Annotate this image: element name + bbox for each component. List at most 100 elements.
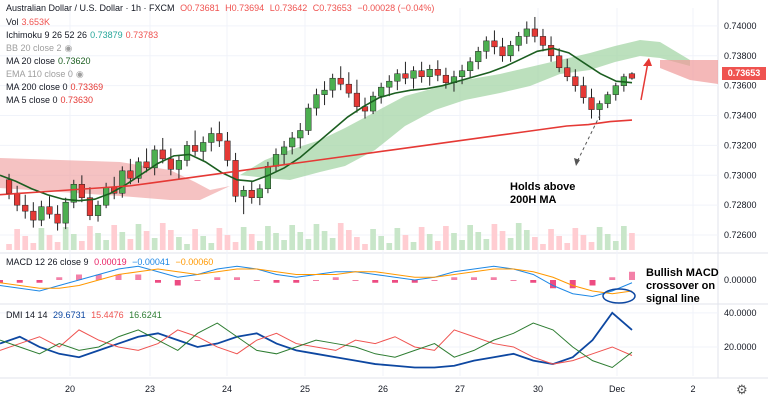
volume-bar bbox=[370, 229, 376, 250]
volume-bar bbox=[540, 244, 546, 250]
candle-body bbox=[321, 89, 328, 95]
indicator-row[interactable]: Vol 3.653K bbox=[6, 17, 53, 28]
indicator-row[interactable]: Ichimoku 9 26 52 26 0.73879 0.73783 bbox=[6, 30, 161, 41]
candle-body bbox=[426, 68, 433, 77]
indicator-value: 0.73620 bbox=[58, 56, 91, 66]
volume-bar bbox=[168, 230, 174, 250]
candle-body bbox=[353, 92, 360, 107]
indicator-row[interactable]: MA 5 close 0 0.73630 bbox=[6, 95, 96, 106]
candle-body bbox=[127, 170, 134, 179]
candle-body bbox=[442, 74, 449, 83]
ohlc-close: C0.73653 bbox=[312, 3, 352, 13]
dashed-arrow bbox=[575, 114, 601, 165]
volume-bar bbox=[580, 235, 587, 250]
candle-body bbox=[580, 85, 587, 98]
candle-body bbox=[491, 40, 498, 48]
volume-bar bbox=[297, 232, 304, 250]
candle-body bbox=[588, 97, 595, 110]
indicator-label: MA 20 close bbox=[6, 56, 56, 66]
volume-bar bbox=[329, 238, 336, 250]
candle-body bbox=[281, 146, 288, 155]
candle-body bbox=[86, 197, 94, 216]
candle-body bbox=[70, 184, 77, 203]
volume-bar bbox=[248, 234, 255, 250]
ichimoku-cloud-bearish bbox=[0, 158, 230, 200]
candle-body bbox=[78, 184, 85, 198]
macd-histogram-bar bbox=[36, 280, 43, 283]
volume-bar bbox=[386, 243, 393, 250]
macd-hist-value: −0.00060 bbox=[175, 257, 214, 267]
candle-body bbox=[167, 158, 174, 170]
macd-histogram-bar bbox=[569, 280, 576, 289]
volume-bar bbox=[451, 233, 457, 250]
eye-hidden-icon[interactable]: ◉ bbox=[64, 43, 73, 53]
macd-annotation: Bullish MACD crossover on signal line bbox=[646, 267, 719, 305]
volume-bar bbox=[273, 233, 279, 250]
price-tick-label: 0.73000 bbox=[724, 170, 757, 180]
macd-histogram-bar bbox=[0, 280, 3, 283]
volume-bar bbox=[135, 224, 142, 250]
volume-bar bbox=[475, 232, 482, 250]
candle-body bbox=[604, 94, 611, 104]
indicator-value: 0.73630 bbox=[60, 95, 94, 105]
volume-bar bbox=[564, 243, 571, 250]
time-tick-label: 30 bbox=[533, 384, 543, 394]
volume-bar bbox=[62, 227, 69, 250]
macd-histogram-bar bbox=[115, 274, 122, 280]
candle-body bbox=[523, 28, 530, 37]
indicator-row[interactable]: MA 200 close 0 0.73369 bbox=[6, 82, 106, 93]
volume-bar bbox=[410, 242, 417, 250]
candle-body bbox=[264, 166, 271, 190]
red-arrow bbox=[640, 61, 649, 101]
price-tick-label: 0.73200 bbox=[724, 140, 757, 150]
volume-bar bbox=[532, 237, 538, 250]
macd-histogram-bar bbox=[253, 280, 260, 281]
indicator-label: Ichimoku 9 26 52 26 bbox=[6, 30, 88, 40]
indicator-row[interactable]: BB 20 close 2 ◉ bbox=[6, 43, 75, 54]
eye-hidden-icon[interactable]: ◉ bbox=[75, 69, 84, 79]
dmi-tick-label: 20.0000 bbox=[724, 342, 757, 352]
volume-bar bbox=[46, 235, 53, 250]
volume-bar bbox=[70, 234, 77, 250]
volume-bar bbox=[6, 244, 12, 250]
candle-body bbox=[628, 73, 636, 79]
ma-line bbox=[0, 47, 633, 202]
time-tick-label: 26 bbox=[378, 384, 388, 394]
price-tick-label: 0.73800 bbox=[724, 51, 757, 61]
holds-annotation: Holds above 200H MA bbox=[510, 181, 576, 206]
time-tick-label: 24 bbox=[222, 384, 232, 394]
macd-histogram-bar bbox=[530, 280, 537, 283]
candle-body bbox=[14, 192, 21, 206]
macd-line bbox=[0, 268, 633, 295]
volume-bar bbox=[491, 224, 498, 250]
volume-bar bbox=[30, 243, 37, 250]
volume-bar bbox=[95, 233, 101, 250]
candle-body bbox=[289, 137, 296, 148]
volume-bar bbox=[604, 234, 611, 250]
candle-body bbox=[483, 40, 490, 52]
volume-bar bbox=[354, 237, 360, 250]
macd-histogram-bar bbox=[372, 280, 379, 283]
macd-label[interactable]: MACD 12 26 close 9 bbox=[6, 257, 89, 267]
volume-bar bbox=[151, 238, 158, 250]
gear-icon[interactable]: ⚙ bbox=[736, 382, 748, 397]
price-tick-label: 0.72600 bbox=[724, 230, 757, 240]
volume-bar bbox=[426, 234, 433, 250]
volume-bar bbox=[313, 224, 320, 250]
candle-body bbox=[612, 85, 619, 95]
macd-histogram-bar bbox=[273, 280, 280, 283]
candle-body bbox=[183, 145, 191, 161]
dmi-line bbox=[0, 329, 633, 365]
indicator-value: 0.73783 bbox=[125, 30, 159, 40]
volume-bar bbox=[459, 240, 465, 250]
volume-bar bbox=[224, 235, 231, 250]
indicator-row[interactable]: EMA 110 close 0 ◉ bbox=[6, 69, 87, 80]
dmi-line bbox=[0, 311, 633, 369]
volume-bar bbox=[572, 228, 579, 250]
dmi-label[interactable]: DMI 14 14 bbox=[6, 310, 48, 320]
indicator-row[interactable]: MA 20 close 0.73620 bbox=[6, 56, 94, 67]
volume-bar bbox=[14, 229, 20, 250]
symbol-title[interactable]: Australian Dollar / U.S. Dollar · 1h · F… bbox=[6, 3, 175, 13]
candle-body bbox=[200, 142, 207, 152]
